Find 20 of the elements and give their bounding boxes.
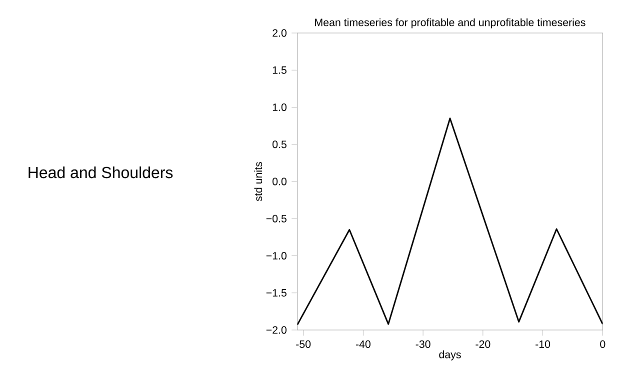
x-axis-title: days	[439, 350, 461, 360]
x-tick-label: -10	[536, 340, 550, 348]
y-axis-title: std units	[254, 162, 262, 202]
text: Head and Shoulders	[28, 166, 173, 178]
y-tick-label: 0.5	[272, 140, 286, 148]
x-tick-label: 0	[600, 340, 606, 348]
y-tick-label: 2.0	[272, 29, 287, 37]
y-tick-label: −2.0	[266, 326, 287, 334]
line-series	[297, 118, 603, 326]
y-tick-label: 0.0	[272, 178, 287, 186]
y-tick-label: 1.5	[272, 66, 286, 74]
x-tick-label: -50	[296, 340, 311, 348]
x-tick-label: -20	[476, 340, 490, 348]
y-tick-label: −1.5	[266, 289, 286, 297]
y-tick-label: −0.5	[266, 214, 286, 222]
x-tick-label: -40	[356, 340, 370, 348]
x-tick-label: -30	[416, 340, 430, 348]
chart-title: Mean timeseries for profitable and unprofitable timeseries	[315, 18, 586, 28]
y-tick-label: −1.0	[266, 252, 287, 260]
y-tick-label: 1.0	[272, 103, 287, 112]
